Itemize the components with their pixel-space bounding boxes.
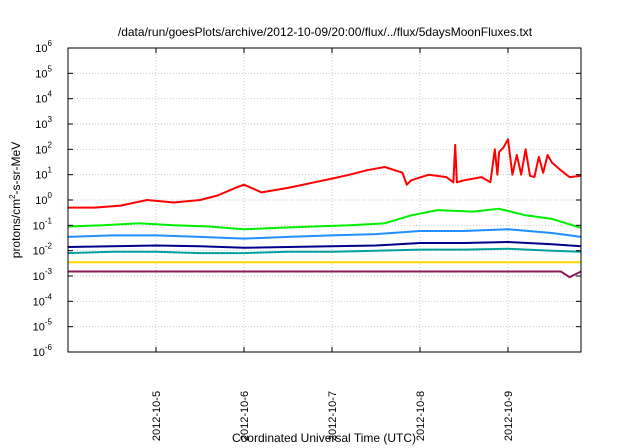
- y-tick-label: 105: [35, 64, 52, 80]
- y-axis: 10-6 10-5 10-4 10-3 10-2 10-1 100 101 102 103 104 1…: [33, 39, 581, 359]
- x-tick-label: 2012-10-8: [415, 391, 427, 441]
- x-tick-label: 2012-10-5: [151, 391, 163, 441]
- x-axis-label: Coordinated Universal Time (UTC): [232, 431, 416, 445]
- y-tick-label: 10-5: [33, 318, 53, 334]
- y-tick-label: 106: [35, 39, 52, 55]
- y-tick-label: 104: [35, 90, 52, 106]
- x-axis: 2012-10-5 2012-10-6 2012-10-7 2012-10-8 2012…: [151, 48, 515, 441]
- series-line-5: [67, 247, 582, 255]
- y-tick-label: 10-1: [33, 216, 53, 232]
- y-tick-label: 10-4: [33, 292, 53, 308]
- series-line-1: [68, 138, 582, 209]
- series-line-3: [67, 228, 582, 240]
- y-tick-label: 102: [35, 140, 52, 156]
- chart-title: /data/run/goesPlots/archive/2012-10-09/2…: [118, 25, 533, 39]
- series-line-2: [67, 207, 582, 231]
- x-tick-label: 2012-10-7: [327, 391, 339, 441]
- y-axis-label: protons/cm2-s-sr-MeV: [8, 142, 23, 258]
- y-tick-label: 100: [35, 191, 52, 207]
- series-line-7: [68, 270, 582, 279]
- x-tick-label: 2012-10-9: [503, 391, 515, 441]
- y-tick-label: 103: [35, 115, 52, 131]
- x-tick-label: 2012-10-6: [239, 391, 251, 441]
- y-tick-label: 10-6: [33, 343, 53, 359]
- series-group: [67, 138, 582, 279]
- series-line-4: [67, 241, 582, 249]
- y-tick-label: 101: [35, 166, 52, 182]
- y-tick-label: 10-3: [33, 267, 53, 283]
- y-tick-label: 10-2: [33, 242, 53, 258]
